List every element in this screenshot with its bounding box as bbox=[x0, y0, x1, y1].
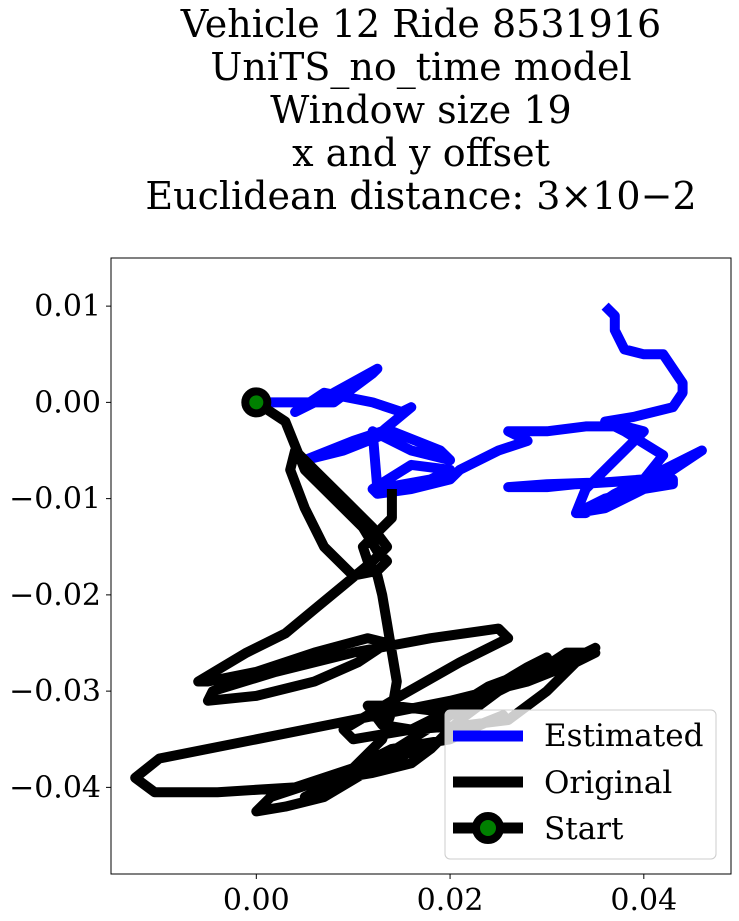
title-line-5: Euclidean distance: 3×10−2 bbox=[145, 174, 696, 218]
title-line-2: UniTS_no_time model bbox=[210, 45, 631, 90]
title-line-1: Vehicle 12 Ride 8531916 bbox=[180, 2, 661, 46]
y-tick-label: −0.01 bbox=[9, 482, 101, 517]
title-line-4: x and y offset bbox=[292, 131, 550, 175]
y-tick-label: 0.00 bbox=[34, 385, 101, 420]
title-line-3: Window size 19 bbox=[270, 88, 571, 132]
x-tick-label: 0.00 bbox=[223, 883, 290, 918]
start-marker bbox=[241, 387, 272, 418]
axes-frame bbox=[110, 257, 732, 875]
plot-area bbox=[130, 302, 707, 817]
x-tick-label: 0.04 bbox=[610, 883, 677, 918]
y-axis-ticks: 0.01 0.00 −0.01 −0.02 −0.03 −0.04 bbox=[9, 289, 111, 805]
axes bbox=[110, 257, 732, 875]
legend-label-start: Start bbox=[544, 811, 624, 847]
legend-swatch-start-marker bbox=[472, 812, 504, 844]
series-line-original bbox=[130, 398, 601, 817]
y-tick-label: −0.02 bbox=[9, 578, 101, 613]
y-tick-label: −0.03 bbox=[9, 674, 101, 709]
legend-label-estimated: Estimated bbox=[544, 718, 703, 754]
x-axis-ticks: 0.00 0.02 0.04 bbox=[223, 874, 677, 918]
y-tick-label: −0.04 bbox=[9, 770, 101, 805]
legend: Estimated Original Start bbox=[444, 709, 717, 860]
chart-title: Vehicle 12 Ride 8531916 UniTS_no_time mo… bbox=[145, 2, 696, 218]
legend-box bbox=[444, 709, 717, 860]
x-tick-label: 0.02 bbox=[417, 883, 484, 918]
series-line-estimated bbox=[256, 302, 707, 519]
legend-label-original: Original bbox=[544, 765, 672, 801]
y-tick-label: 0.01 bbox=[34, 289, 101, 324]
